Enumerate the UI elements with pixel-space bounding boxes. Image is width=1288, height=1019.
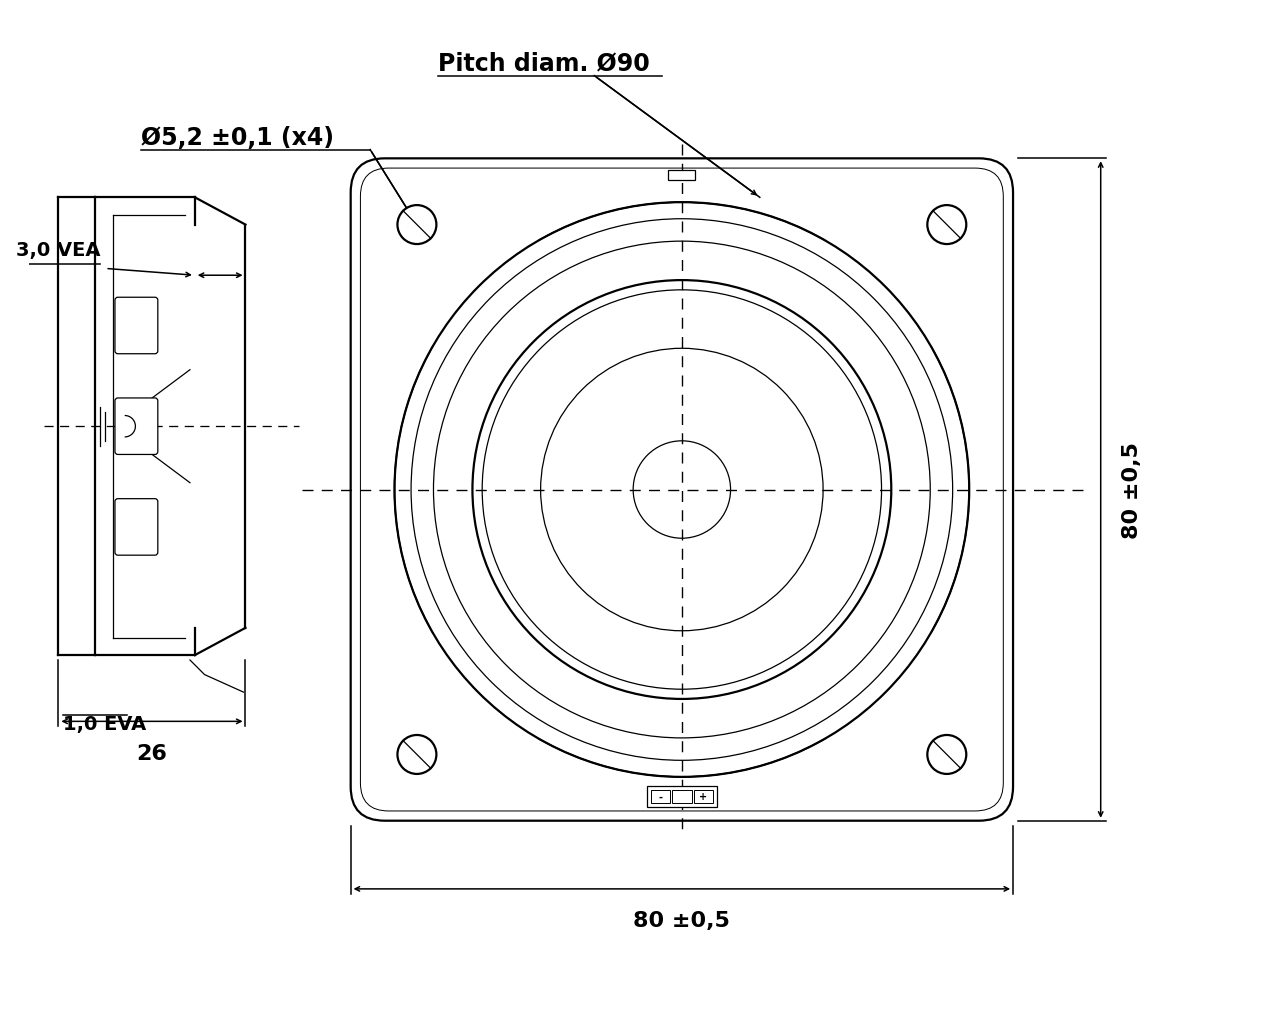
Text: -: -	[658, 792, 662, 802]
Bar	[647, 786, 717, 807]
Circle shape	[398, 736, 437, 774]
Bar	[672, 790, 692, 803]
Text: 1,0 EVA: 1,0 EVA	[63, 714, 147, 733]
Text: Pitch diam. Ø90: Pitch diam. Ø90	[438, 52, 650, 75]
Bar	[650, 790, 670, 803]
Text: +: +	[699, 792, 707, 802]
Bar	[668, 171, 696, 180]
Circle shape	[927, 736, 966, 774]
Text: 3,0 VEA: 3,0 VEA	[15, 240, 100, 260]
Text: 80 ±0,5: 80 ±0,5	[634, 910, 730, 930]
FancyBboxPatch shape	[115, 398, 158, 455]
Bar	[693, 790, 714, 803]
FancyBboxPatch shape	[115, 499, 158, 555]
Text: 26: 26	[137, 743, 167, 763]
FancyBboxPatch shape	[115, 298, 158, 355]
Text: Ø5,2 ±0,1 (x4): Ø5,2 ±0,1 (x4)	[142, 125, 335, 150]
Text: 80 ±0,5: 80 ±0,5	[1122, 441, 1142, 538]
Circle shape	[398, 206, 437, 245]
FancyBboxPatch shape	[350, 159, 1014, 821]
Circle shape	[927, 206, 966, 245]
